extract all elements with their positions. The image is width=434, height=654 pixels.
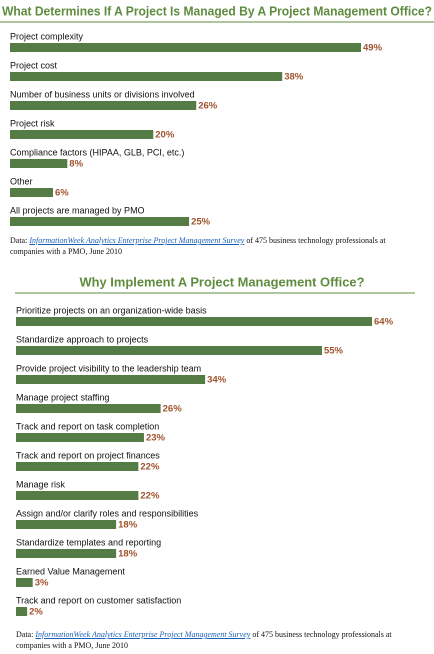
- category-label: Track and report on task completion: [16, 421, 159, 431]
- bar: [16, 346, 322, 355]
- bar: [10, 43, 361, 52]
- bar: [16, 433, 144, 442]
- bar: [16, 404, 161, 413]
- value-label: 18%: [118, 520, 138, 531]
- value-label: 22%: [140, 491, 160, 502]
- bar: [10, 217, 190, 226]
- source-note: Data: InformationWeek Analytics Enterpri…: [10, 235, 420, 257]
- category-label: Standardize approach to projects: [16, 334, 149, 344]
- category-label: Standardize templates and reporting: [16, 537, 161, 547]
- bar: [16, 317, 372, 326]
- bar: [10, 159, 68, 168]
- bar: [16, 607, 28, 616]
- bar: [16, 491, 139, 500]
- value-label: 8%: [69, 159, 83, 170]
- category-label: Assign and/or clarify roles and responsi…: [16, 508, 199, 518]
- value-label: 6%: [55, 188, 69, 199]
- source-link: InformationWeek Analytics Enterprise Pro…: [35, 630, 251, 639]
- value-label: 25%: [191, 217, 211, 228]
- category-label: Earned Value Management: [16, 566, 125, 576]
- category-label: Track and report on project finances: [16, 450, 160, 460]
- category-label: Compliance factors (HIPAA, GLB, PCI, etc…: [10, 147, 184, 157]
- value-label: 22%: [140, 462, 160, 473]
- bar: [10, 130, 154, 139]
- value-label: 49%: [363, 43, 383, 54]
- value-label: 26%: [198, 101, 218, 112]
- bar: [16, 462, 139, 471]
- category-label: Number of business units or divisions in…: [10, 89, 195, 99]
- chart-title: What Determines If A Project Is Managed …: [2, 3, 432, 18]
- bar: [10, 101, 197, 110]
- category-label: Manage risk: [16, 479, 66, 489]
- chart-title: Why Implement A Project Management Offic…: [80, 274, 365, 289]
- bar: [16, 549, 117, 558]
- category-label: Project risk: [10, 118, 55, 128]
- value-label: 26%: [163, 404, 183, 415]
- category-label: Track and report on customer satisfactio…: [16, 595, 181, 605]
- source-link: InformationWeek Analytics Enterprise Pro…: [29, 236, 245, 245]
- value-label: 2%: [29, 607, 43, 618]
- category-label: Project complexity: [10, 31, 84, 41]
- category-label: Other: [10, 176, 33, 186]
- source-suffix: of 475 business technology professionals…: [16, 630, 392, 650]
- value-label: 3%: [35, 578, 49, 589]
- category-label: Provide project visibility to the leader…: [16, 363, 201, 373]
- value-label: 20%: [155, 130, 175, 141]
- source-prefix: Data:: [16, 630, 34, 639]
- source-prefix: Data:: [10, 236, 28, 245]
- bar: [10, 188, 53, 197]
- value-label: 18%: [118, 549, 138, 560]
- value-label: 64%: [374, 317, 394, 328]
- category-label: All projects are managed by PMO: [10, 205, 145, 215]
- value-label: 38%: [284, 72, 304, 83]
- category-label: Manage project staffing: [16, 392, 109, 402]
- bar: [16, 375, 206, 384]
- category-label: Project cost: [10, 60, 58, 70]
- bar: [16, 578, 33, 587]
- source-suffix: of 475 business technology professionals…: [10, 236, 386, 256]
- bar: [10, 72, 283, 81]
- value-label: 55%: [324, 346, 344, 357]
- bar: [16, 520, 117, 529]
- category-label: Prioritize projects on an organization-w…: [16, 305, 207, 315]
- value-label: 34%: [207, 375, 227, 386]
- source-note: Data: InformationWeek Analytics Enterpri…: [16, 629, 421, 651]
- value-label: 23%: [146, 433, 166, 444]
